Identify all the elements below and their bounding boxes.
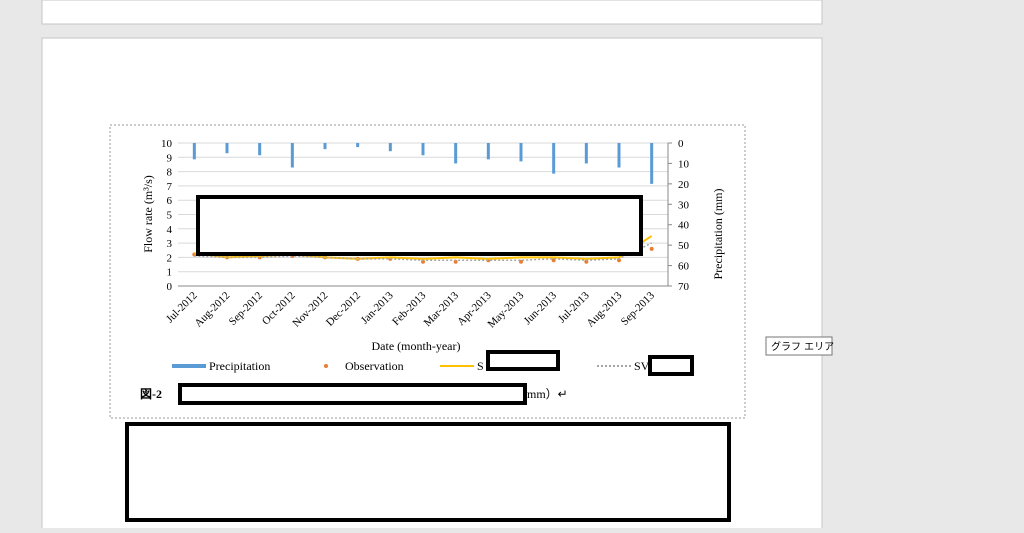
precip-bar — [650, 143, 654, 184]
precip-bar — [225, 143, 229, 154]
precip-bar — [290, 143, 294, 168]
y-tick-label: 3 — [167, 238, 173, 250]
legend-label: Observation — [345, 359, 404, 373]
redaction — [648, 355, 694, 376]
y-tick-label: 7 — [167, 181, 173, 193]
y2-axis-title: Precipitation (mm) — [711, 189, 725, 280]
y-tick-label: 1 — [167, 267, 173, 279]
y-tick-label: 5 — [167, 210, 173, 222]
precip-bar — [421, 143, 425, 156]
legend-label: S — [477, 359, 484, 373]
series-line — [194, 242, 652, 262]
y2-tick-label: 50 — [678, 240, 690, 252]
y2-tick-label: 0 — [678, 138, 684, 150]
redaction — [196, 195, 643, 256]
obs-dot — [649, 246, 654, 251]
y2-tick-label: 40 — [678, 220, 690, 232]
tooltip: グラフ エリア — [771, 340, 834, 353]
y-tick-label: 2 — [167, 252, 173, 264]
redaction — [125, 422, 731, 522]
y2-tick-label: 20 — [678, 179, 690, 191]
previous-page — [41, 0, 823, 25]
legend-label: SV — [634, 359, 650, 373]
y2-tick-label: 30 — [678, 199, 690, 211]
y-tick-label: 4 — [167, 224, 173, 236]
precip-bar — [519, 143, 523, 162]
y-tick-label: 9 — [167, 152, 173, 164]
y-tick-label: 6 — [167, 195, 173, 207]
legend-label: Precipitation — [209, 359, 270, 373]
redaction — [486, 350, 560, 371]
tooltip-box — [765, 336, 833, 356]
y-tick-label: 8 — [167, 167, 173, 179]
y2-tick-label: 70 — [678, 281, 690, 293]
redaction — [178, 383, 527, 405]
y-tick-label: 10 — [161, 138, 173, 150]
precip-bar — [323, 143, 327, 150]
precip-bar — [192, 143, 196, 160]
y2-tick-label: 60 — [678, 261, 690, 273]
legend-key — [324, 364, 328, 368]
redactions — [125, 195, 731, 522]
y-tick-label: 0 — [167, 281, 173, 293]
precip-bar — [617, 143, 621, 168]
caption-label: 図-2 — [140, 387, 162, 401]
precip-bar — [356, 143, 360, 148]
obs-dot — [617, 258, 621, 263]
precip-bar — [258, 143, 262, 156]
precip-bar — [486, 143, 490, 160]
y-axis-title: Flow rate (m³/s) — [141, 175, 155, 253]
precip-bar — [552, 143, 556, 174]
caption-tail: mm）↵ — [527, 387, 568, 401]
precip-bar — [388, 143, 392, 152]
precip-bar — [454, 143, 458, 164]
precip-bar — [584, 143, 588, 164]
x-axis-title: Date (month-year) — [372, 339, 461, 353]
y2-tick-label: 10 — [678, 158, 690, 170]
